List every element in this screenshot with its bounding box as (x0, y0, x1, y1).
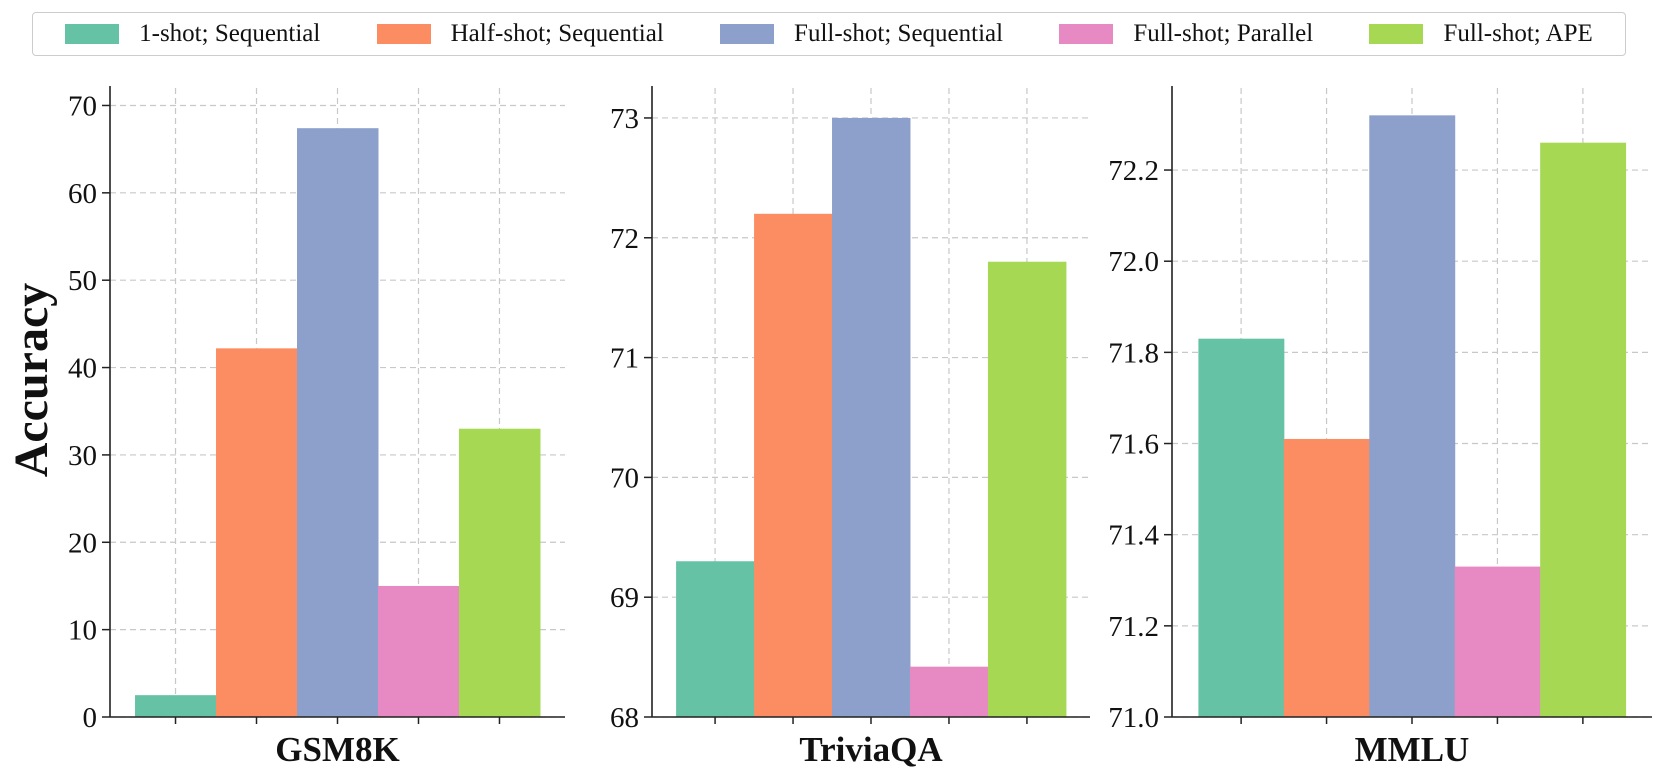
legend-swatch (1059, 24, 1114, 44)
y-tick-label: 71 (610, 343, 639, 375)
legend-swatch (1369, 24, 1424, 44)
y-axis-label: Accuracy (5, 283, 58, 478)
legend-swatch (376, 24, 431, 44)
legend-swatch (65, 24, 120, 44)
y-tick-label: 70 (68, 90, 97, 122)
bar-1-shot-sequential (1198, 338, 1285, 717)
legend-item: Full-shot; APE (1369, 20, 1593, 48)
bar-1-shot-sequential (676, 561, 755, 717)
legend-item: Full-shot; Sequential (720, 20, 1003, 48)
bar-1-shot-sequential (135, 695, 217, 717)
chart-panel-triviaqa: 68 69 70 71 72 73 TriviaQA (610, 86, 1090, 769)
y-tick-label: 72 (610, 223, 639, 255)
legend-item: Full-shot; Parallel (1059, 20, 1313, 48)
y-tick-label: 71.0 (1108, 702, 1159, 734)
bar-full-shot-parallel (1454, 566, 1541, 717)
legend-label: Full-shot; Sequential (794, 20, 1004, 47)
y-tick-label: 40 (68, 353, 97, 385)
bar-full-shot-sequential (297, 128, 379, 718)
legend-label: Half-shot; Sequential (450, 20, 664, 47)
x-axis-label: GSM8K (275, 730, 399, 769)
legend-label: 1-shot; Sequential (139, 20, 321, 47)
legend-item: Half-shot; Sequential (376, 20, 664, 48)
bar-full-shot-parallel (909, 666, 989, 717)
y-tick-label: 71.8 (1108, 337, 1159, 369)
y-tick-label: 20 (68, 527, 97, 559)
legend-swatch (720, 24, 775, 44)
chart-panel-gsm8k: 0 10 20 30 40 50 60 70 GSM8K (68, 86, 565, 769)
y-tick-label: 10 (68, 615, 97, 647)
bar-half-shot-sequential (754, 213, 833, 718)
y-tick-label: 71.2 (1108, 611, 1159, 643)
bar-full-shot-sequential (1369, 115, 1456, 717)
y-tick-label: 60 (68, 178, 97, 210)
chart-panel-mmlu: 71.0 71.2 71.4 71.6 71.8 72.0 72.2 MMLU (1108, 86, 1652, 769)
y-tick-label: 68 (610, 702, 639, 734)
y-tick-label: 72.2 (1108, 155, 1159, 187)
x-axis-label: TriviaQA (799, 730, 943, 769)
bar-half-shot-sequential (1283, 438, 1370, 717)
chart-legend: 1-shot; Sequential Half-shot; Sequential… (32, 12, 1626, 56)
legend-label: Full-shot; Parallel (1133, 20, 1314, 47)
y-tick-label: 0 (83, 702, 98, 734)
y-tick-label: 30 (68, 440, 97, 472)
bar-full-shot-ape (458, 428, 541, 717)
legend-label: Full-shot; APE (1443, 20, 1593, 47)
bar-full-shot-ape (987, 261, 1067, 717)
y-tick-label: 72.0 (1108, 246, 1159, 278)
y-tick-label: 69 (610, 582, 639, 614)
x-axis-label: MMLU (1355, 730, 1470, 769)
bar-half-shot-sequential (216, 348, 298, 717)
y-tick-label: 70 (610, 462, 639, 494)
bar-full-shot-ape (1540, 142, 1627, 717)
bar-full-shot-parallel (377, 585, 460, 717)
legend-item: 1-shot; Sequential (65, 20, 320, 48)
y-tick-label: 71.4 (1108, 520, 1159, 552)
y-tick-label: 73 (610, 103, 639, 135)
y-tick-label: 71.6 (1108, 429, 1159, 461)
bar-full-shot-sequential (832, 117, 911, 717)
y-tick-label: 50 (68, 265, 97, 297)
